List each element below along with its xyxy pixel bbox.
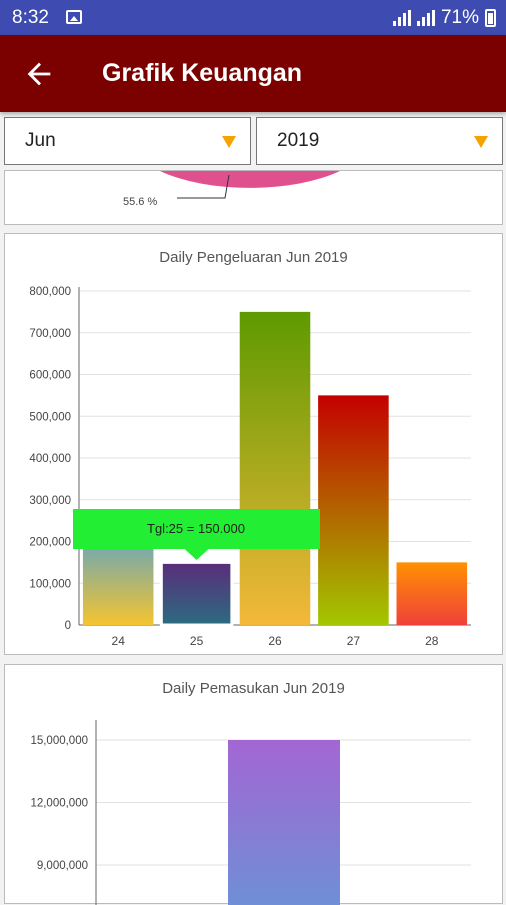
- x-tick-label: 28: [425, 634, 439, 648]
- pie-chart-card: 55.6 %: [4, 170, 503, 225]
- tooltip-text: Tgl:25 = 150.000: [147, 521, 245, 536]
- y-tick-label: 15,000,000: [30, 735, 88, 747]
- income-bar-chart: 9,000,000 12,000,000 15,000,000: [30, 720, 471, 905]
- pie-label-line: [177, 174, 230, 199]
- bar[interactable]: [82, 541, 154, 626]
- pie-slice: [160, 171, 340, 188]
- chart-title: Daily Pemasukan Jun 2019: [162, 680, 345, 697]
- bar[interactable]: [159, 560, 234, 627]
- status-bar: 8:32 71%: [0, 0, 506, 35]
- expense-bar-chart: 0 100,000 200,000 300,000 400,000 500,000 600,…: [29, 286, 471, 648]
- image-notification-icon: [66, 10, 82, 24]
- chart-title: Daily Pengeluaran Jun 2019: [159, 249, 348, 266]
- pie-slice-label: 55.6 %: [123, 196, 157, 208]
- expense-chart-card: Daily Pengeluaran Jun 2019 0 100,000 200,0…: [4, 233, 503, 655]
- app-bar: Grafik Keuangan: [0, 35, 506, 112]
- y-tick-label: 300,000: [29, 495, 71, 507]
- status-right: 71%: [392, 7, 496, 29]
- bar[interactable]: [318, 395, 389, 625]
- x-tick-label: 25: [190, 634, 204, 648]
- signal-icon: [392, 10, 411, 26]
- income-chart-card: Daily Pemasukan Jun 2019 9,000,000 12,000…: [4, 664, 503, 905]
- y-tick-label: 9,000,000: [37, 860, 88, 872]
- month-select-value: Jun: [25, 130, 56, 151]
- year-select-value: 2019: [277, 130, 320, 151]
- y-tick-label: 12,000,000: [30, 798, 88, 810]
- year-select[interactable]: 2019: [256, 117, 503, 165]
- y-tick-label: 100,000: [29, 578, 71, 590]
- status-time: 8:32: [12, 7, 49, 28]
- back-arrow-icon[interactable]: [22, 57, 56, 91]
- dropdown-arrow-icon: [474, 136, 488, 148]
- page-title: Grafik Keuangan: [102, 59, 303, 87]
- x-tick-label: 24: [112, 634, 126, 648]
- y-tick-label: 500,000: [29, 411, 71, 423]
- x-tick-label: 27: [347, 634, 361, 648]
- y-tick-label: 800,000: [29, 286, 71, 298]
- y-tick-label: 400,000: [29, 453, 71, 465]
- bar[interactable]: [396, 562, 468, 625]
- y-tick-label: 600,000: [29, 370, 71, 382]
- battery-percent: 71%: [440, 7, 479, 28]
- y-tick-label: 0: [65, 620, 71, 632]
- y-tick-label: 200,000: [29, 537, 71, 549]
- bar[interactable]: [239, 311, 311, 625]
- month-select[interactable]: Jun: [4, 117, 251, 165]
- bar[interactable]: [228, 740, 340, 905]
- pie-chart: 55.6 %: [123, 171, 340, 208]
- bar-tooltip: Tgl:25 = 150.000: [73, 509, 320, 560]
- dropdown-arrow-icon: [222, 136, 236, 148]
- battery-icon: [485, 9, 496, 27]
- y-tick-label: 700,000: [29, 328, 71, 340]
- x-tick-label: 26: [268, 634, 282, 648]
- signal-icon-2: [416, 10, 435, 26]
